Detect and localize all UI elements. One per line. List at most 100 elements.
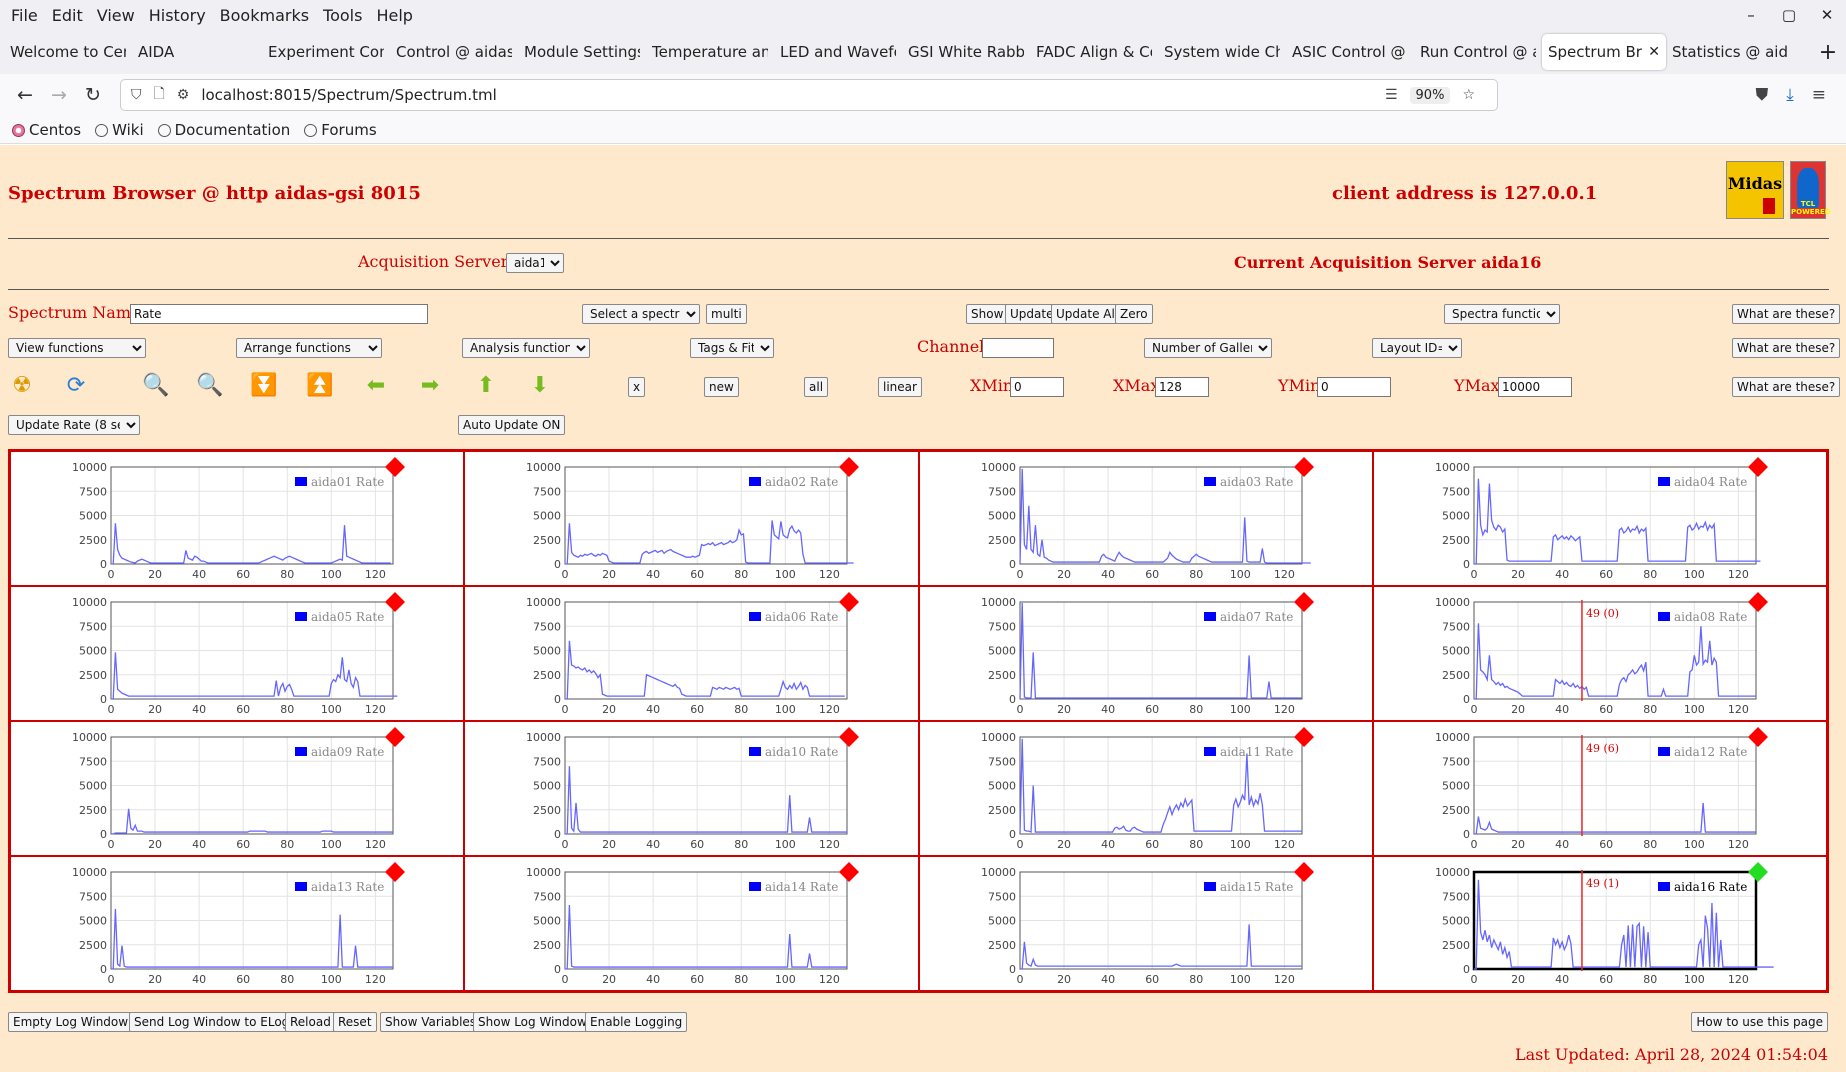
xmax-input[interactable] [1155, 377, 1209, 397]
tab-10[interactable]: ASIC Control @ [1286, 34, 1414, 70]
spectrum-panel[interactable]: 0 2500 5000 7500 10000 0 20 40 60 80 100 120 aida11 … [918, 721, 1375, 857]
footer-button-1[interactable]: Send Log Window to ELog [129, 1012, 295, 1032]
how-to-use-button[interactable]: How to use this page [1691, 1012, 1828, 1032]
status-diamond-icon[interactable] [385, 862, 405, 882]
spectrum-chart[interactable]: 0 2500 5000 7500 10000 0 20 40 60 80 100 120 aida09 … [11, 722, 466, 857]
bookmark-forums[interactable]: Forums [304, 121, 377, 139]
bookmark-documentation[interactable]: Documentation [157, 121, 290, 139]
spectrum-chart[interactable]: 0 2500 5000 7500 10000 0 20 40 60 80 100 120 aida01 … [11, 452, 466, 587]
footer-button-3[interactable]: Reset [333, 1012, 377, 1032]
permissions-icon[interactable]: ⚙ [176, 87, 190, 103]
tab-8[interactable]: FADC Align & Co [1030, 34, 1158, 70]
status-diamond-icon[interactable] [839, 862, 860, 882]
spectrum-chart[interactable]: 0 2500 5000 7500 10000 0 20 40 60 80 100 120 aida05 … [11, 587, 466, 722]
spectrum-chart[interactable]: 0 2500 5000 7500 10000 0 20 40 60 80 100 120 49 (1) a… [1374, 857, 1829, 992]
update-all-button[interactable]: Update All [1051, 304, 1124, 324]
ymin-input[interactable] [1317, 377, 1391, 397]
spectrum-panel[interactable]: 0 2500 5000 7500 10000 0 20 40 60 80 100 120 aida01 … [10, 451, 466, 587]
xmin-input[interactable] [1010, 377, 1064, 397]
footer-button-4[interactable]: Show Variables [380, 1012, 482, 1032]
spectrum-panel[interactable]: 0 2500 5000 7500 10000 0 20 40 60 80 100 120 aida15 … [918, 856, 1375, 992]
spectrum-panel[interactable]: 0 2500 5000 7500 10000 0 20 40 60 80 100 120 aida04 … [1372, 451, 1829, 587]
spectrum-panel[interactable]: 0 2500 5000 7500 10000 0 20 40 60 80 100 120 aida13 … [10, 856, 466, 992]
back-icon[interactable]: ← [17, 84, 33, 106]
menu-history[interactable]: History [148, 5, 206, 25]
view-functions-dropdown[interactable]: View functions [8, 338, 146, 358]
x-button[interactable]: x [628, 377, 646, 397]
menu-edit[interactable]: Edit [51, 5, 83, 25]
close-window-button[interactable]: ✕ [1820, 6, 1834, 24]
tab-12[interactable]: Spectrum Brov ✕ [1542, 34, 1666, 70]
spectrum-name-input[interactable] [130, 304, 428, 324]
tags-fits-dropdown[interactable]: Tags & Fits [690, 338, 774, 358]
refresh-icon[interactable]: ⟳ [66, 373, 86, 398]
status-diamond-icon[interactable] [1293, 592, 1314, 612]
reload-icon[interactable]: ↻ [85, 84, 101, 106]
pocket-icon[interactable]: ⛊ [1755, 85, 1769, 105]
minimize-button[interactable]: – [1747, 6, 1755, 24]
bookmark-wiki[interactable]: Wiki [95, 121, 144, 139]
status-diamond-icon[interactable] [839, 592, 860, 612]
reader-view-icon[interactable]: ☰ [1384, 87, 1398, 103]
footer-button-0[interactable]: Empty Log Window [8, 1012, 134, 1032]
spectrum-panel[interactable]: 0 2500 5000 7500 10000 0 20 40 60 80 100 120 49 (0) a… [1372, 586, 1827, 721]
expand-up-icon[interactable]: ⏫ [306, 373, 334, 398]
what-are-these-button-3[interactable]: What are these? [1732, 377, 1841, 397]
download-icon[interactable]: ⤓ [1786, 85, 1794, 105]
spectrum-panel[interactable]: 0 2500 5000 7500 10000 0 20 40 60 80 100 120 aida14 … [464, 856, 920, 992]
spectrum-chart[interactable]: 0 2500 5000 7500 10000 0 20 40 60 80 100 120 aida04 … [1374, 452, 1829, 587]
footer-button-6[interactable]: Enable Logging [585, 1012, 688, 1032]
status-diamond-icon[interactable] [1293, 457, 1314, 477]
tab-0[interactable]: Welcome to Cen [4, 34, 132, 70]
linear-button[interactable]: linear [878, 377, 922, 397]
select-spectrum-dropdown[interactable]: Select a spectrum [582, 304, 700, 324]
what-are-these-button-2[interactable]: What are these? [1732, 338, 1841, 358]
spectrum-panel[interactable]: 0 2500 5000 7500 10000 0 20 40 60 80 100 120 aida07 … [918, 586, 1373, 721]
analysis-functions-dropdown[interactable]: Analysis functions [462, 338, 590, 358]
status-diamond-icon[interactable] [839, 727, 860, 747]
new-tab-button[interactable]: + [1818, 39, 1838, 65]
status-diamond-icon[interactable] [1293, 862, 1314, 882]
spectrum-panel[interactable]: 0 2500 5000 7500 10000 0 20 40 60 80 100 120 aida03 … [918, 451, 1373, 586]
spectrum-chart[interactable]: 0 2500 5000 7500 10000 0 20 40 60 80 100 120 aida11 … [920, 722, 1375, 857]
spectrum-panel[interactable]: 0 2500 5000 7500 10000 0 20 40 60 80 100 120 aida10 … [464, 721, 920, 857]
tab-4[interactable]: Module Settings [518, 34, 646, 70]
zoom-level[interactable]: 90% [1409, 86, 1451, 104]
menu-view[interactable]: View [96, 5, 135, 25]
spectrum-chart[interactable]: 0 2500 5000 7500 10000 0 20 40 60 80 100 120 aida13 … [11, 857, 466, 992]
bookmark-star-icon[interactable]: ☆ [1462, 87, 1475, 103]
menu-bookmarks[interactable]: Bookmarks [219, 5, 310, 25]
tab-2[interactable]: Experiment Cont [262, 34, 390, 70]
status-diamond-icon[interactable] [1293, 727, 1314, 747]
zoom-in-icon[interactable]: 🔍 [142, 373, 170, 398]
tab-1[interactable]: AIDA [132, 34, 262, 70]
auto-update-button[interactable]: Auto Update ON [458, 415, 566, 435]
status-diamond-icon[interactable] [1747, 592, 1768, 612]
acq-server-select[interactable]: aida16 [506, 253, 564, 273]
arrange-functions-dropdown[interactable]: Arrange functions [236, 338, 382, 358]
close-tab-icon[interactable]: ✕ [1648, 44, 1660, 60]
url-text[interactable]: localhost:8015/Spectrum/Spectrum.tml [201, 86, 497, 104]
ymax-input[interactable] [1498, 377, 1572, 397]
spectrum-chart[interactable]: 0 2500 5000 7500 10000 0 20 40 60 80 100 120 aida15 … [920, 857, 1375, 992]
menu-file[interactable]: File [11, 5, 38, 25]
tab-13[interactable]: Statistics @ aida [1666, 34, 1794, 70]
spectra-functions-dropdown[interactable]: Spectra functions [1444, 304, 1560, 324]
spectrum-chart[interactable]: 0 2500 5000 7500 10000 0 20 40 60 80 100 120 aida14 … [465, 857, 920, 992]
spectrum-panel[interactable]: 0 2500 5000 7500 10000 0 20 40 60 80 100 120 aida09 … [10, 721, 466, 857]
status-diamond-icon[interactable] [1747, 862, 1768, 882]
spectrum-chart[interactable]: 0 2500 5000 7500 10000 0 20 40 60 80 100 120 aida10 … [465, 722, 920, 857]
layout-id-dropdown[interactable]: Layout ID=1 [1372, 338, 1462, 358]
menu-tools[interactable]: Tools [323, 5, 363, 25]
status-diamond-icon[interactable] [385, 727, 405, 747]
shield-icon[interactable]: ⛉ [131, 87, 142, 103]
what-are-these-button-1[interactable]: What are these? [1732, 304, 1841, 324]
spectrum-panel[interactable]: 0 2500 5000 7500 10000 0 20 40 60 80 100 120 aida05 … [10, 586, 466, 722]
tab-7[interactable]: GSI White Rabbi [902, 34, 1030, 70]
arrow-right-icon[interactable]: ➡ [420, 373, 440, 398]
status-diamond-icon[interactable] [385, 457, 405, 477]
spectrum-chart[interactable]: 0 2500 5000 7500 10000 0 20 40 60 80 100 120 aida06 … [465, 587, 920, 722]
tab-9[interactable]: System wide Chc [1158, 34, 1286, 70]
tab-11[interactable]: Run Control @ a [1414, 34, 1542, 70]
tab-3[interactable]: Control @ aidas- [390, 34, 518, 70]
